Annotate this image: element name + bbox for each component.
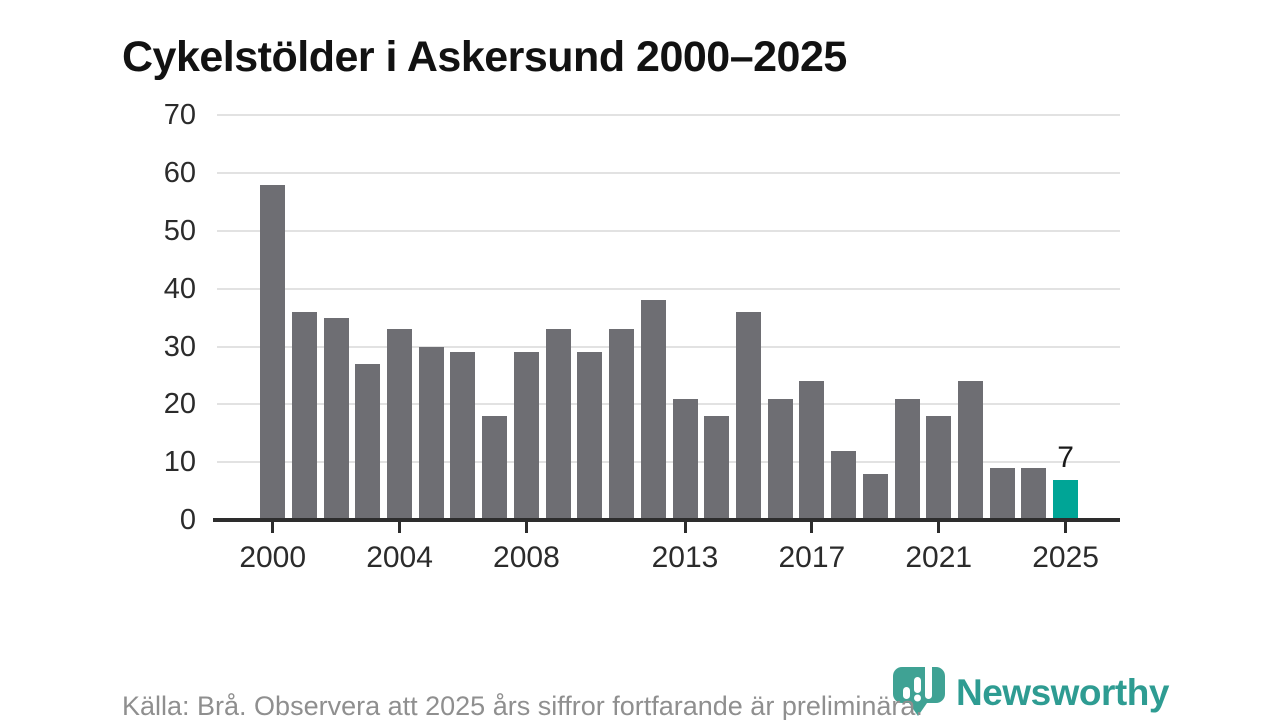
bar-2003: [355, 363, 381, 520]
x-tick-2021: [937, 522, 941, 533]
x-axis-label-2017: 2017: [778, 541, 846, 574]
y-axis-label-60: 60: [163, 157, 196, 190]
bar-2004: [387, 329, 413, 520]
bar-2018: [831, 450, 857, 520]
x-axis-label-2013: 2013: [651, 541, 719, 574]
bar-2002: [323, 317, 349, 520]
bar-2016: [767, 398, 793, 520]
newsworthy-wordmark: Newsworthy: [956, 672, 1169, 713]
bar-2000: [260, 184, 286, 520]
gridline-y-20: [217, 403, 1120, 406]
highlight-value-label: 7: [1057, 440, 1074, 474]
bar-2001: [291, 311, 317, 520]
bar-2025: [1053, 479, 1079, 520]
bar-2015: [735, 311, 761, 520]
bar-2011: [609, 329, 635, 520]
y-axis-label-0: 0: [179, 504, 196, 536]
y-axis-label-30: 30: [163, 330, 196, 363]
y-axis-label-40: 40: [163, 272, 196, 305]
source-note: Källa: Brå. Observera att 2025 års siffr…: [122, 691, 923, 720]
x-tick-2017: [810, 522, 814, 533]
x-tick-2008: [524, 522, 528, 533]
bar-2007: [482, 415, 508, 520]
x-axis-label-2025: 2025: [1032, 541, 1099, 574]
x-tick-2013: [683, 522, 687, 533]
x-axis-line: [213, 518, 1120, 522]
y-axis-label-20: 20: [163, 388, 196, 421]
gridline-y-60: [217, 172, 1120, 175]
bar-2017: [799, 381, 825, 520]
x-tick-2004: [398, 522, 402, 533]
bar-2014: [704, 415, 730, 520]
y-axis-label-70: 70: [163, 99, 196, 132]
x-tick-2025: [1064, 522, 1068, 533]
y-axis-label-50: 50: [163, 215, 196, 247]
bar-2023: [989, 467, 1015, 520]
bar-2024: [1021, 467, 1047, 520]
gridline-y-50: [217, 230, 1120, 232]
x-axis-label-2004: 2004: [366, 541, 433, 574]
chart-title: Cykelstölder i Askersund 2000–2025: [122, 32, 847, 81]
bar-2005: [418, 346, 444, 520]
bar-2019: [862, 473, 888, 520]
bar-2008: [513, 352, 539, 520]
gridline-y-70: [217, 114, 1120, 117]
gridline-y-30: [217, 345, 1120, 348]
bar-2006: [450, 352, 476, 520]
x-axis-label-2008: 2008: [493, 541, 560, 574]
gridline-y-10: [217, 461, 1120, 464]
bar-2022: [957, 381, 983, 520]
bar-2021: [926, 415, 952, 520]
newsworthy-pin-barchart-icon: [893, 663, 945, 716]
bar-2009: [545, 329, 571, 520]
bar-2010: [577, 352, 603, 520]
x-axis-label-2021: 2021: [905, 541, 973, 574]
gridline-y-40: [217, 287, 1120, 290]
x-axis-label-2000: 2000: [239, 541, 307, 574]
bar-2020: [894, 398, 920, 520]
bar-2012: [640, 300, 666, 520]
y-axis-label-10: 10: [163, 446, 196, 479]
x-tick-2000: [271, 522, 275, 533]
bar-2013: [672, 398, 698, 520]
